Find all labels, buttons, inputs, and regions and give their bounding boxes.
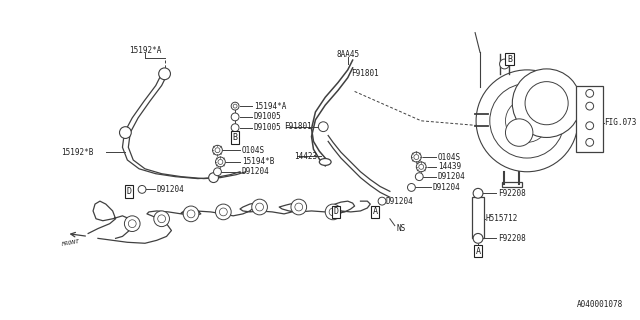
Text: A: A [476,247,481,256]
Circle shape [183,206,199,222]
Text: F92208: F92208 [498,189,525,198]
Text: D91204: D91204 [242,167,269,176]
Text: FRONT: FRONT [61,238,80,246]
Text: O104S: O104S [438,153,461,162]
Circle shape [325,204,341,220]
Text: 15194*A: 15194*A [253,102,286,111]
Bar [472,197,484,238]
Text: D91005: D91005 [253,123,282,132]
Circle shape [414,155,419,159]
Text: FIG.073: FIG.073 [604,118,637,127]
Circle shape [295,203,303,211]
Text: B: B [507,55,512,64]
Text: 8AA45: 8AA45 [336,50,359,59]
Circle shape [525,82,568,125]
Circle shape [378,197,386,205]
Circle shape [252,199,268,215]
Circle shape [586,122,594,130]
Ellipse shape [319,158,331,165]
Text: D91204: D91204 [386,197,413,206]
Bar [576,85,604,152]
Circle shape [154,211,170,227]
Circle shape [129,220,136,228]
Text: NS: NS [397,224,406,233]
Circle shape [214,168,221,176]
Circle shape [500,59,509,69]
Circle shape [417,162,426,172]
Circle shape [138,186,146,193]
Text: F91801: F91801 [351,69,378,78]
Circle shape [291,199,307,215]
Circle shape [412,152,421,162]
Text: O104S: O104S [242,146,265,155]
Text: F92208: F92208 [498,234,525,243]
Text: 15194*B: 15194*B [242,157,275,166]
Circle shape [473,234,483,243]
Circle shape [586,90,594,97]
Circle shape [490,84,564,158]
Circle shape [476,70,578,172]
Text: D: D [127,187,132,196]
Text: D91005: D91005 [253,112,282,121]
Circle shape [218,159,223,164]
Text: A: A [372,207,378,216]
Text: D91204: D91204 [438,172,466,181]
Circle shape [415,173,423,180]
Circle shape [255,203,264,211]
Text: 14439: 14439 [438,162,461,171]
Circle shape [215,148,220,153]
Text: F91801: F91801 [284,122,312,131]
Text: D91204: D91204 [157,185,184,194]
Circle shape [473,188,483,198]
Circle shape [419,164,424,169]
Text: B: B [232,133,237,142]
Circle shape [159,68,170,80]
Circle shape [231,102,239,110]
Circle shape [120,127,131,139]
Text: 14423: 14423 [294,152,317,161]
Text: D: D [333,207,339,216]
Circle shape [209,173,218,182]
Circle shape [220,208,227,216]
Text: A040001078: A040001078 [577,300,623,309]
Circle shape [506,119,533,146]
Circle shape [513,69,581,138]
Circle shape [586,139,594,146]
Circle shape [318,122,328,132]
Bar [502,181,522,188]
Circle shape [329,208,337,216]
Circle shape [187,210,195,218]
Circle shape [157,215,166,223]
Circle shape [212,145,222,155]
Circle shape [408,183,415,191]
Circle shape [506,99,548,142]
Text: 15192*B: 15192*B [61,148,93,157]
Circle shape [231,113,239,121]
Circle shape [233,104,237,108]
Circle shape [586,102,594,110]
Text: H515712: H515712 [486,214,518,223]
Circle shape [231,124,239,132]
Circle shape [216,204,231,220]
Text: D91204: D91204 [433,183,461,192]
Circle shape [216,157,225,167]
Text: 15192*A: 15192*A [129,46,161,55]
Circle shape [124,216,140,231]
